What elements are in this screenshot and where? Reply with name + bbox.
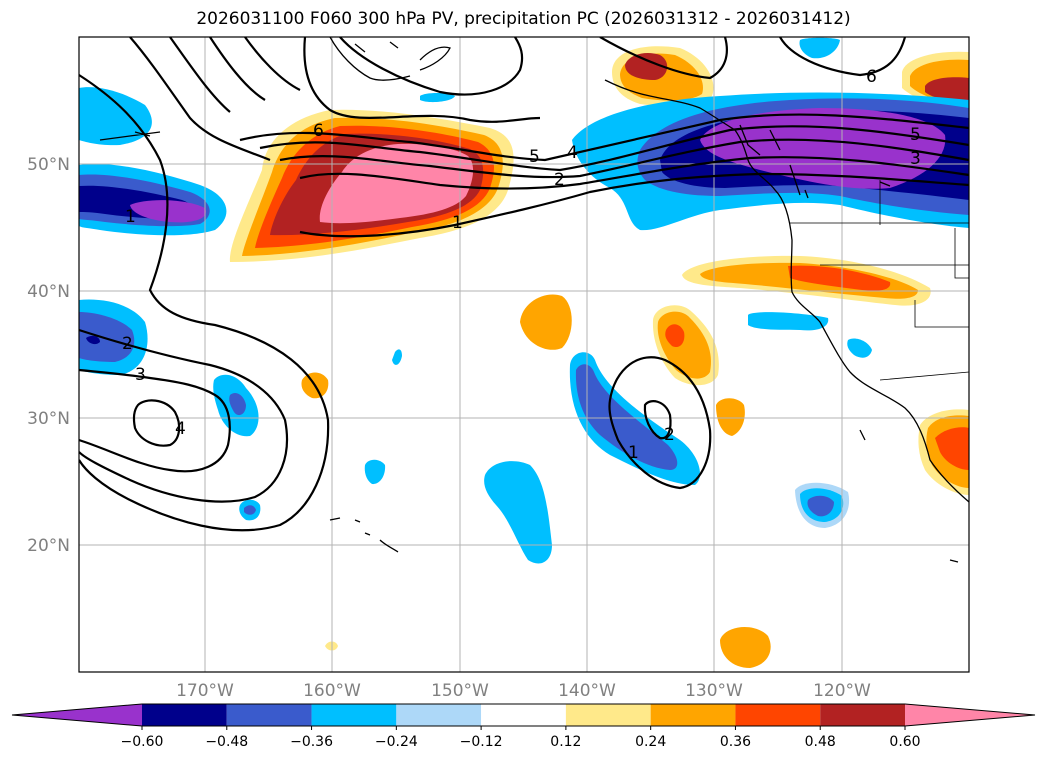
svg-text:1: 1 [125,207,136,227]
pv-contour-labels: 1 1 1 2 2 2 3 3 4 4 5 5 6 6 [122,67,921,463]
svg-text:6: 6 [313,121,324,141]
pv-contours [79,37,969,532]
svg-text:2: 2 [122,334,133,354]
plot-frame [78,36,970,673]
colorbar-tick-label: 0.48 [805,734,836,750]
lon-label: 130°W [685,681,743,701]
colorbar-segment [820,704,905,726]
svg-text:1: 1 [452,213,463,233]
svg-text:4: 4 [175,419,186,439]
map-title: 2026031100 F060 300 hPa PV, precipitatio… [196,9,851,29]
svg-text:2: 2 [554,170,565,190]
latitude-tick-labels: 20°N 30°N 40°N 50°N [27,155,70,556]
colorbar-tick-label: 0.60 [889,734,920,750]
precip-positive-anomaly-small-cells [301,294,969,668]
lat-label: 20°N [27,536,70,556]
svg-text:2: 2 [664,425,675,445]
svg-text:3: 3 [135,365,146,385]
colorbar-segment [735,704,821,726]
colorbar-tick-label: −0.60 [121,734,164,750]
colorbar-segment [396,704,482,726]
lon-label: 150°W [431,681,489,701]
lon-label: 120°W [813,681,871,701]
svg-text:4: 4 [567,143,578,163]
colorbar-tick-label: 0.36 [720,734,751,750]
longitude-tick-labels: 170°W 160°W 150°W 140°W 130°W 120°W [176,681,871,701]
precip-positive-anomaly-california [682,255,931,306]
colorbar-extend-min [12,704,142,726]
precip-negative-anomaly-subtropics [213,37,872,564]
colorbar-segment [565,704,651,726]
colorbar-segment [481,704,566,726]
colorbar-tick-label: −0.36 [290,734,333,750]
colorbar: −0.60 −0.48 −0.36 −0.24 −0.12 0.12 0.24 0.36 0.4… [11,703,1036,750]
lon-label: 170°W [176,681,234,701]
precip-positive-anomaly-gulf-of-alaska [612,46,714,106]
lat-label: 30°N [27,409,70,429]
colorbar-extend-max [905,704,1035,726]
colorbar-tick-label: 0.12 [550,734,581,750]
lon-label: 140°W [558,681,616,701]
lon-label: 160°W [303,681,361,701]
svg-text:1: 1 [628,443,639,463]
colorbar-segment [311,704,397,726]
svg-text:5: 5 [529,147,540,167]
colorbar-tick-label: −0.12 [460,734,503,750]
colorbar-tick-label: −0.24 [375,734,418,750]
svg-text:5: 5 [910,125,921,145]
colorbar-segment [650,704,736,726]
svg-text:3: 3 [910,149,921,169]
state-borders [790,180,969,381]
lat-label: 40°N [27,282,70,302]
colorbar-tick-label: 0.24 [635,734,666,750]
colorbar-segment [142,704,227,726]
svg-text:6: 6 [866,67,877,87]
lat-label: 50°N [27,155,70,175]
precip-positive-anomaly-northeast-corner [902,51,969,112]
colorbar-tick-label: −0.48 [205,734,248,750]
precip-negative-anomaly-west-edge [79,87,227,375]
colorbar-segment [226,704,312,726]
